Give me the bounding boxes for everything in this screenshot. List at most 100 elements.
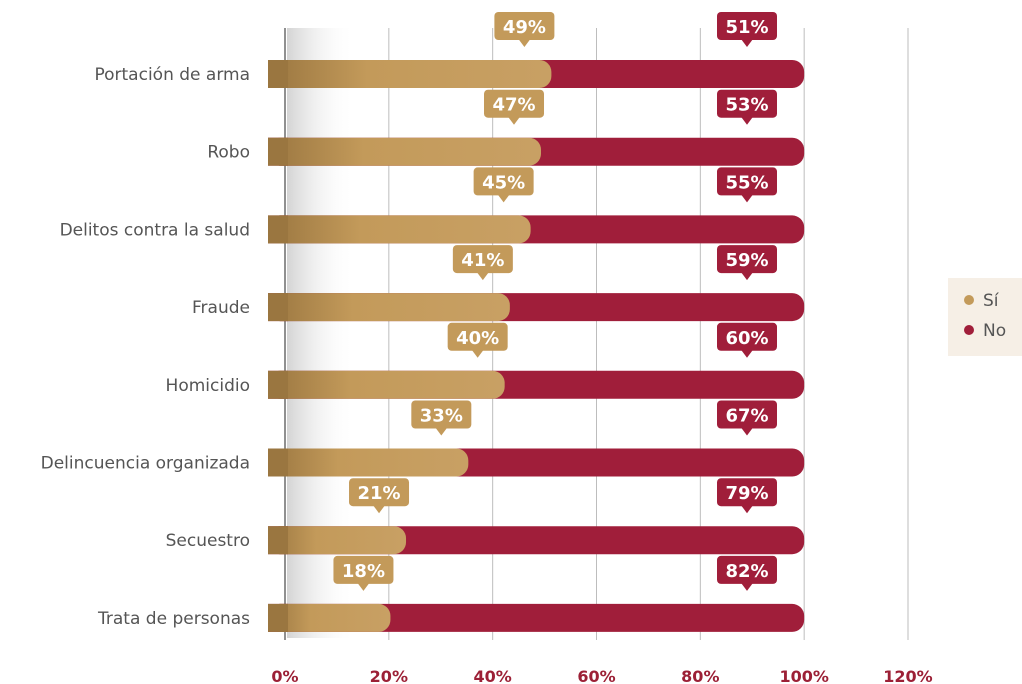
category-label: Delincuencia organizada — [41, 454, 250, 474]
data-label-text: 21% — [357, 483, 400, 504]
bar-no — [268, 603, 805, 632]
data-label-box — [717, 12, 777, 40]
category-label: Robo — [207, 143, 250, 163]
data-label-si: 41% — [452, 245, 513, 281]
legend-label: Sí — [983, 291, 1000, 311]
data-label-pointer — [373, 505, 386, 514]
data-label-box — [473, 167, 534, 196]
data-label-box — [717, 322, 777, 351]
category-label: Trata de personas — [97, 609, 250, 629]
x-tick-label: 120% — [883, 667, 932, 684]
data-label-pointer — [741, 272, 753, 281]
data-label-pointer — [435, 427, 448, 436]
data-label-text: 67% — [725, 406, 768, 427]
legend-marker — [964, 295, 974, 305]
x-tick-label: 0% — [271, 667, 298, 684]
data-label-box — [484, 89, 545, 118]
bar-si-left-edge — [268, 370, 288, 399]
x-tick-label: 20% — [370, 667, 408, 684]
data-label-box — [717, 478, 777, 507]
data-label-pointer — [741, 582, 753, 591]
data-label-box — [717, 89, 777, 118]
bar-si-left-edge — [268, 60, 288, 88]
bar-si — [268, 60, 552, 88]
x-tick-label: 100% — [779, 667, 828, 684]
legend-box — [948, 278, 1022, 356]
data-label-text: 55% — [725, 172, 768, 193]
bar-si-left-edge — [268, 293, 288, 322]
x-tick-label: 80% — [681, 667, 719, 684]
data-label-text: 47% — [492, 95, 535, 116]
data-label-text: 53% — [725, 95, 768, 116]
data-label-box — [717, 555, 777, 584]
legend-marker — [964, 325, 974, 335]
data-label-box — [447, 322, 508, 351]
bar-si-left-edge — [268, 137, 288, 166]
data-label-pointer — [471, 349, 484, 358]
category-label: Delitos contra la salud — [60, 220, 250, 240]
data-label-pointer — [741, 427, 753, 436]
data-label-no: 79% — [717, 478, 777, 514]
data-label-box — [333, 555, 394, 584]
data-label-si: 33% — [411, 400, 472, 436]
bar-si-left-edge — [268, 603, 288, 632]
data-label-pointer — [741, 39, 753, 47]
data-label-text: 51% — [725, 17, 768, 38]
data-label-si: 45% — [473, 167, 534, 203]
data-label-no: 82% — [717, 555, 777, 591]
data-label-text: 18% — [342, 561, 385, 582]
data-label-text: 59% — [725, 250, 768, 271]
data-label-text: 45% — [482, 172, 525, 193]
data-label-si: 40% — [447, 322, 508, 358]
category-label: Portación de arma — [94, 65, 250, 85]
data-label-box — [411, 400, 472, 429]
data-label-text: 49% — [503, 17, 546, 38]
bar-si — [268, 448, 469, 477]
data-label-box — [717, 167, 777, 196]
bar-si — [268, 215, 531, 244]
data-label-no: 55% — [717, 167, 777, 203]
data-label-pointer — [476, 272, 489, 281]
data-label-pointer — [741, 505, 753, 514]
category-label: Homicidio — [166, 376, 250, 396]
bar-si-left-edge — [268, 448, 288, 477]
data-label-pointer — [508, 116, 521, 125]
bar-si-left-edge — [268, 215, 288, 244]
data-label-box — [349, 478, 410, 507]
category-label: Fraude — [192, 298, 250, 318]
data-label-pointer — [518, 39, 531, 47]
data-label-si: 21% — [349, 478, 410, 514]
bar-si — [268, 370, 505, 399]
x-tick-label: 60% — [577, 667, 615, 684]
bar-si — [268, 137, 542, 166]
data-label-box — [717, 245, 777, 274]
data-label-text: 60% — [725, 328, 768, 349]
data-label-si: 47% — [484, 89, 545, 125]
legend-label: No — [983, 321, 1006, 341]
data-label-text: 41% — [461, 250, 504, 271]
data-label-pointer — [497, 194, 510, 203]
data-label-no: 59% — [717, 245, 777, 281]
data-label-pointer — [357, 582, 370, 591]
data-label-no: 60% — [717, 322, 777, 358]
data-label-text: 82% — [725, 561, 768, 582]
bar-si-left-edge — [268, 526, 288, 555]
bar-si — [268, 293, 510, 322]
data-label-box — [717, 400, 777, 429]
data-label-no: 67% — [717, 400, 777, 436]
data-label-box — [494, 12, 555, 40]
data-label-text: 33% — [420, 406, 463, 427]
bar-si — [268, 526, 407, 555]
data-label-pointer — [741, 116, 753, 125]
data-label-pointer — [741, 349, 753, 358]
data-label-no: 53% — [717, 89, 777, 125]
category-label: Secuestro — [166, 531, 250, 551]
x-tick-label: 40% — [474, 667, 512, 684]
data-label-box — [452, 245, 513, 274]
data-label-pointer — [741, 194, 753, 203]
data-label-no: 51% — [717, 12, 777, 47]
data-label-text: 40% — [456, 328, 499, 349]
data-label-text: 79% — [725, 483, 768, 504]
legend: Sí No — [948, 278, 1022, 356]
